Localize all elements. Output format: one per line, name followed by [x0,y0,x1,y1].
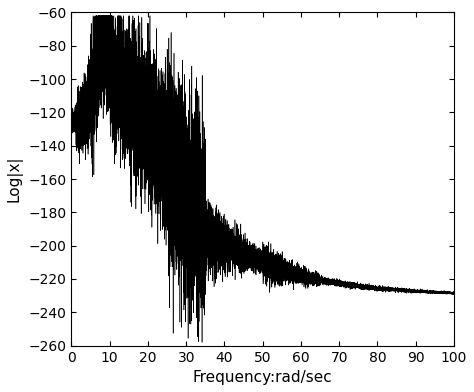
X-axis label: Frequency:rad/sec: Frequency:rad/sec [193,370,333,385]
Y-axis label: Log|x|: Log|x| [7,156,23,202]
